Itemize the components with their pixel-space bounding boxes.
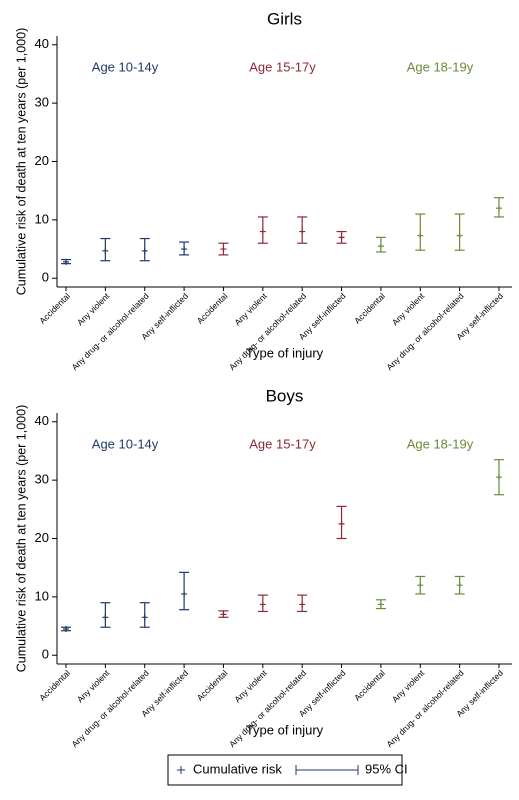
y-tick-label: 10 [35, 588, 49, 603]
point-marker [417, 582, 424, 589]
y-axis-title: Cumulative risk of death at ten years (p… [14, 405, 28, 673]
point-marker [377, 601, 384, 608]
x-axis-title: Type of injury [246, 345, 324, 360]
point-marker [181, 590, 188, 597]
point-marker [102, 247, 109, 254]
y-tick-label: 10 [35, 211, 49, 226]
y-tick-label: 0 [42, 647, 49, 662]
point-marker [456, 582, 463, 589]
y-tick-label: 40 [35, 36, 49, 51]
point-marker [299, 601, 306, 608]
point-marker [338, 520, 345, 527]
y-tick-label: 20 [35, 153, 49, 168]
group-label: Age 10-14y [92, 59, 159, 74]
point-marker [220, 611, 227, 618]
group-label: Age 15-17y [249, 59, 316, 74]
y-tick-label: 20 [35, 530, 49, 545]
point-marker [141, 614, 148, 621]
group-label: Age 18-19y [407, 59, 474, 74]
y-axis-title: Cumulative risk of death at ten years (p… [14, 28, 28, 296]
point-marker [220, 246, 227, 253]
point-marker [259, 228, 266, 235]
y-tick-label: 40 [35, 413, 49, 428]
point-marker [102, 614, 109, 621]
point-marker [141, 247, 148, 254]
group-label: Age 10-14y [92, 436, 159, 451]
point-marker [63, 258, 69, 265]
point-marker [63, 625, 69, 632]
point-marker [496, 474, 502, 481]
y-tick-label: 0 [42, 270, 49, 285]
point-marker [496, 205, 502, 212]
panel-title: Boys [266, 386, 304, 405]
y-tick-label: 30 [35, 472, 49, 487]
point-marker [299, 228, 306, 235]
point-marker [377, 243, 384, 250]
legend-label: 95% CI [365, 761, 408, 776]
panel-title: Girls [267, 9, 302, 28]
point-marker [181, 246, 188, 253]
point-marker [456, 232, 463, 239]
point-marker [417, 232, 424, 239]
point-marker [259, 601, 266, 608]
y-tick-label: 30 [35, 95, 49, 110]
point-marker [338, 234, 345, 241]
legend-box [167, 754, 403, 786]
group-label: Age 18-19y [407, 436, 474, 451]
group-label: Age 15-17y [249, 436, 316, 451]
legend-label: Cumulative risk [193, 761, 282, 776]
x-axis-title: Type of injury [246, 722, 324, 737]
